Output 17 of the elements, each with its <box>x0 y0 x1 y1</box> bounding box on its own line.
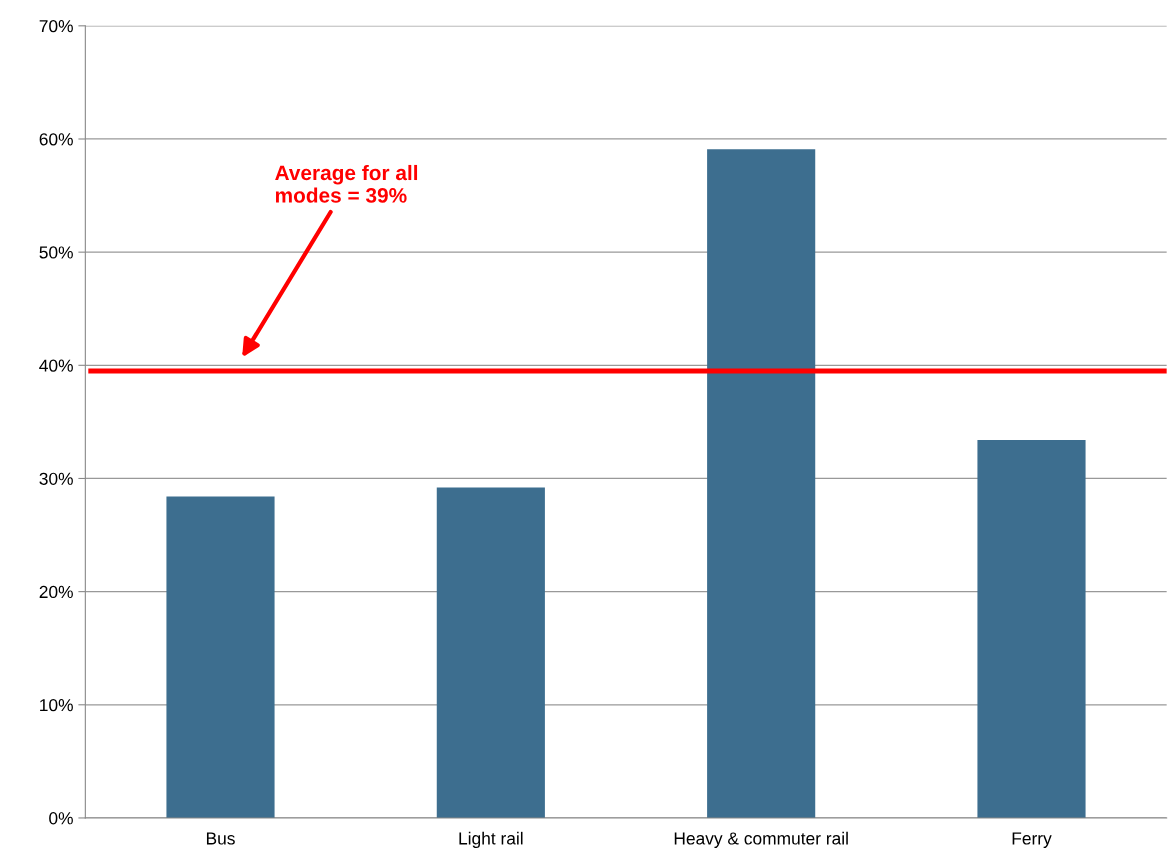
bar <box>707 149 816 818</box>
y-tick-label: 40% <box>39 359 73 372</box>
y-tick-label: 60% <box>39 133 73 146</box>
x-tick-label: Heavy & commuter rail <box>674 831 848 849</box>
y-tick-label: 0% <box>49 812 73 825</box>
y-tick-label: 20% <box>39 585 73 599</box>
y-tick-label: 10% <box>40 698 73 712</box>
x-tick-label: Light rail <box>459 831 523 849</box>
bar <box>436 487 545 818</box>
bar <box>977 440 1086 818</box>
x-tick-label: Bus <box>206 832 235 845</box>
y-tick-label: 30% <box>39 472 73 485</box>
y-tick-label: 50% <box>39 246 73 259</box>
x-tick-label: Ferry <box>1012 832 1052 849</box>
bar <box>166 496 275 818</box>
ref-line-label: Average for all modes = 39% <box>275 164 418 203</box>
y-tick-label: 70% <box>39 20 73 33</box>
